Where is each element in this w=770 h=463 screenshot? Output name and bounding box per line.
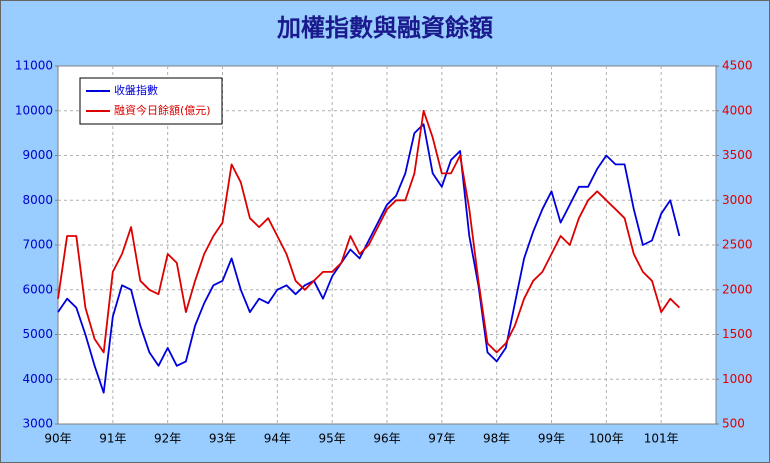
x-tick-label: 94年 bbox=[264, 432, 291, 446]
y-tick-label: 4000 bbox=[22, 372, 53, 386]
y2-tick-label: 4500 bbox=[722, 59, 753, 73]
y2-tick-label: 2500 bbox=[722, 238, 753, 252]
y-tick-label: 3000 bbox=[22, 417, 53, 431]
y2-tick-label: 500 bbox=[722, 417, 745, 431]
y-tick-label: 10000 bbox=[15, 103, 53, 117]
y-tick-label: 9000 bbox=[22, 148, 53, 162]
y2-tick-label: 1500 bbox=[722, 327, 753, 341]
x-tick-label: 99年 bbox=[538, 432, 565, 446]
chart-title: 加權指數與融資餘額 bbox=[277, 14, 493, 42]
y2-tick-label: 4000 bbox=[722, 103, 753, 117]
y-tick-label: 8000 bbox=[22, 193, 53, 207]
y2-tick-label: 1000 bbox=[722, 372, 753, 386]
y-tick-label: 5000 bbox=[22, 327, 53, 341]
legend-label: 融資今日餘額(億元) bbox=[114, 103, 211, 117]
y-tick-label: 7000 bbox=[22, 238, 53, 252]
series-line bbox=[57, 109, 681, 354]
x-tick-label: 92年 bbox=[154, 432, 181, 446]
x-tick-label: 91年 bbox=[99, 432, 126, 446]
x-tick-label: 95年 bbox=[319, 432, 346, 446]
y2-tick-label: 2000 bbox=[722, 282, 753, 296]
legend-label: 收盤指數 bbox=[114, 83, 158, 97]
x-tick-label: 100年 bbox=[589, 432, 624, 446]
series-line bbox=[57, 123, 681, 394]
legend-box bbox=[79, 77, 223, 125]
y2-tick-label: 3500 bbox=[722, 148, 753, 162]
y2-tick-label: 3000 bbox=[722, 193, 753, 207]
x-tick-label: 101年 bbox=[644, 432, 679, 446]
y-tick-label: 6000 bbox=[22, 282, 53, 296]
x-tick-label: 96年 bbox=[373, 432, 400, 446]
x-tick-label: 98年 bbox=[483, 432, 510, 446]
y-tick-label: 11000 bbox=[15, 59, 53, 73]
x-tick-label: 93年 bbox=[209, 432, 236, 446]
x-tick-label: 90年 bbox=[44, 432, 71, 446]
x-tick-label: 97年 bbox=[428, 432, 455, 446]
